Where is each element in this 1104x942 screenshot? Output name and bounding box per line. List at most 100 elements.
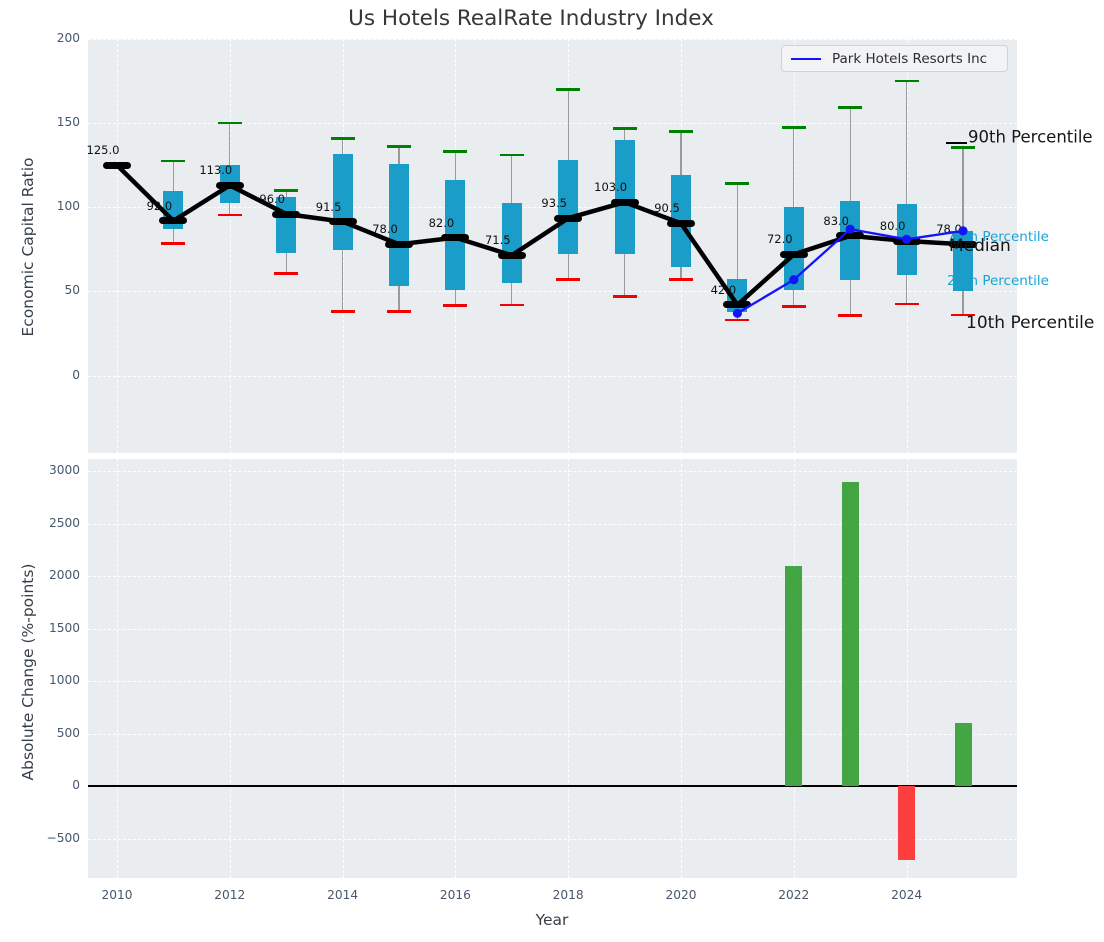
gridline-v: [342, 459, 344, 878]
median-value-label: 90.5: [654, 201, 680, 216]
y-tick-label: −500: [46, 830, 80, 845]
gridline-v: [906, 459, 908, 878]
change-bar: [841, 481, 859, 787]
median-marker: [441, 234, 470, 242]
median-marker: [610, 198, 639, 206]
zero-line: [88, 785, 1017, 787]
whisker-cap-90th: [725, 182, 750, 186]
x-tick-label: 2016: [439, 888, 471, 902]
median-marker: [272, 210, 301, 218]
median-marker: [215, 181, 244, 189]
company-point: [789, 275, 799, 285]
median-line-path: [114, 162, 966, 308]
gridline-v: [229, 459, 231, 878]
x-tick-label: 2020: [665, 888, 697, 902]
whisker-cap-90th: [612, 126, 637, 130]
gridline-v: [568, 459, 570, 878]
whisker-cap-10th: [387, 310, 411, 313]
legend: Park Hotels Resorts Inc: [781, 45, 1008, 72]
y-tick-label: 2000: [48, 568, 80, 583]
x-tick-label: 2024: [891, 888, 923, 902]
whisker-cap-90th: [161, 159, 186, 163]
median-marker: [836, 232, 865, 240]
median-marker: [497, 251, 526, 259]
whisker-cap-90th: [443, 150, 468, 154]
iqr-box: [389, 163, 409, 286]
x-tick-label: 2012: [214, 888, 246, 902]
y-tick-label: 100: [56, 199, 80, 214]
y-tick-label: 0: [72, 778, 80, 792]
iqr-box: [558, 160, 579, 254]
company-point: [902, 234, 912, 244]
gridline-h: [88, 375, 1017, 377]
bottom-y-axis-label: Absolute Change (%-points): [19, 563, 37, 781]
change-bar: [785, 565, 803, 787]
whisker-cap-10th: [612, 295, 637, 298]
percentile-annotation: 10th Percentile: [966, 313, 1095, 333]
y-tick-label: 3000: [48, 463, 80, 478]
whisker-line: [906, 81, 908, 305]
whisker-cap-10th: [556, 278, 581, 282]
y-tick-label: 1000: [48, 673, 80, 687]
median-value-label: 42.0: [710, 282, 737, 297]
median-marker: [385, 240, 413, 248]
median-value-label: 103.0: [594, 180, 628, 195]
whisker-cap-90th: [499, 153, 524, 157]
x-tick-label: 2014: [327, 888, 359, 902]
x-tick-label: 2018: [552, 888, 584, 902]
gridline-h: [88, 576, 1017, 578]
gridline-h: [88, 681, 1017, 682]
median-marker: [159, 217, 188, 225]
median-marker: [779, 250, 808, 258]
median-marker: [554, 214, 583, 222]
top-plot-area: 75th Percentile 25th Percentile 125.0 92.0 1…: [86, 39, 1049, 453]
whisker-cap-90th: [894, 79, 919, 83]
legend-label: Park Hotels Resorts Inc: [832, 50, 988, 67]
median-value-label: 83.0: [823, 213, 849, 228]
iqr-box: [332, 154, 353, 251]
percentile-annotation: Median: [949, 236, 1011, 256]
whisker-cap-90th: [556, 88, 581, 91]
whisker-cap-90th: [669, 130, 693, 133]
whisker-cap-90th: [838, 105, 863, 109]
annotation-leader-line: [946, 142, 967, 144]
chart-title: Us Hotels RealRate Industry Index: [348, 6, 714, 31]
y-tick-label: 50: [64, 283, 80, 298]
y-tick-label: 200: [56, 31, 80, 45]
whisker-cap-10th: [499, 303, 524, 307]
whisker-cap-10th: [669, 278, 693, 282]
median-value-label: 72.0: [766, 232, 793, 247]
percentile-annotation: 90th Percentile: [968, 127, 1093, 147]
median-value-label: 93.5: [541, 196, 567, 211]
iqr-box: [840, 201, 861, 281]
whisker-cap-90th: [951, 146, 975, 149]
median-value-label: 78.0: [372, 222, 398, 237]
gridline-v: [455, 459, 457, 878]
gridline-h: [88, 733, 1017, 735]
median-marker: [328, 218, 357, 226]
top-y-axis-label: Economic Capital Ratio: [19, 157, 37, 337]
median-value-label: 125.0: [86, 143, 120, 158]
gridline-h: [88, 123, 1017, 125]
company-line: [732, 224, 968, 318]
whisker-cap-10th: [274, 272, 299, 276]
iqr-box: [501, 203, 522, 283]
x-tick-label: 2022: [778, 888, 810, 902]
y-tick-label: 2500: [48, 515, 80, 530]
gridline-v: [117, 39, 118, 453]
y-tick-label: 500: [56, 725, 80, 740]
median-value-label: 92.0: [146, 198, 173, 213]
change-bar: [954, 723, 972, 786]
whisker-cap-10th: [725, 318, 750, 322]
x-tick-label: 2010: [101, 888, 133, 902]
whisker-cap-90th: [781, 126, 806, 129]
whisker-cap-90th: [274, 189, 299, 192]
median-value-label: 71.5: [484, 233, 511, 248]
gridline-h: [88, 207, 1017, 209]
whisker-cap-90th: [330, 136, 355, 140]
whisker-cap-10th: [781, 305, 806, 308]
iqr-box: [614, 140, 635, 255]
whisker-cap-10th: [443, 304, 468, 308]
x-axis-label: Year: [535, 911, 569, 929]
